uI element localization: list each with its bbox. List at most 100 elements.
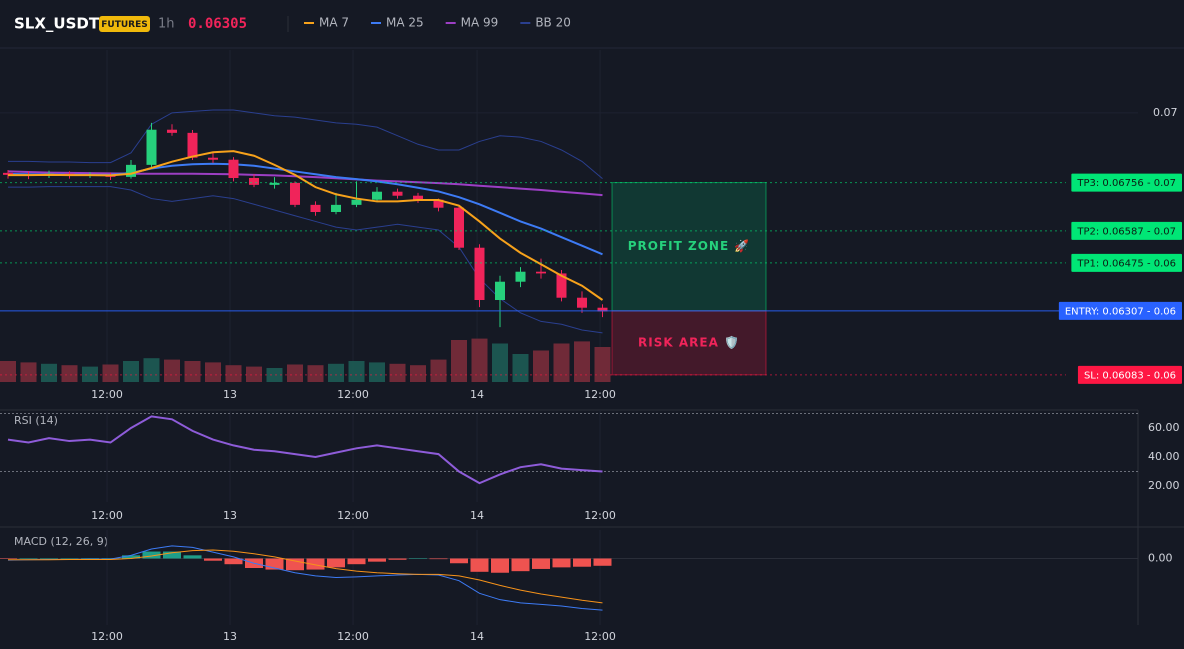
macd-histogram <box>122 555 140 559</box>
signal-line <box>8 549 603 604</box>
risk-zone <box>611 310 767 376</box>
badge: FUTURES <box>101 20 147 30</box>
profit-zone <box>611 182 767 312</box>
candle-body <box>474 247 485 300</box>
rsi-tick-label: 60.00 <box>1148 421 1180 434</box>
level-label-bg <box>1058 301 1182 320</box>
volume-bar <box>61 365 78 382</box>
macd-histogram <box>388 558 407 560</box>
ma99-line <box>7 170 603 197</box>
macd-histogram <box>409 558 427 559</box>
macd-histogram <box>101 558 120 559</box>
macd-histogram <box>327 558 345 568</box>
volume-bar <box>348 361 365 382</box>
legend-label: MA 7 <box>319 16 349 30</box>
candle-body <box>269 182 280 185</box>
macd-histogram <box>286 558 304 571</box>
candle-body <box>187 132 198 158</box>
bb-upper <box>8 109 603 179</box>
candle-body <box>290 182 300 205</box>
macd-histogram <box>347 558 366 565</box>
risk-zone-label: RISK AREA 🛡️ <box>638 335 740 349</box>
x-tick-label: 14 <box>470 388 484 401</box>
candle-body <box>146 129 157 165</box>
candle-body <box>577 297 587 308</box>
macd-title: MACD (12, 26, 9) <box>14 535 108 548</box>
x-tick-label: 12:00 <box>91 509 123 522</box>
volume-bar <box>143 358 160 382</box>
volume-bar <box>307 365 324 382</box>
volume-bar <box>205 362 221 382</box>
level-label-bg <box>1071 253 1182 272</box>
candle-body <box>413 195 423 200</box>
volume-bar <box>369 362 385 382</box>
candle-body <box>536 271 546 274</box>
volume-bar <box>184 361 201 382</box>
volume-bar <box>20 362 37 382</box>
volume-bar <box>82 366 98 382</box>
x-tick-label: 13 <box>223 509 237 522</box>
candle-body <box>556 273 567 298</box>
macd-histogram <box>0 558 17 559</box>
rsi-title: RSI (14) <box>14 414 58 427</box>
macd-histogram <box>40 558 58 559</box>
legend-label: BB 20 <box>535 16 571 30</box>
rsi-tick-label: 20.00 <box>1148 479 1180 492</box>
candle-body <box>310 204 321 212</box>
volume-bar <box>389 363 406 382</box>
volume-bar <box>246 366 262 382</box>
macd-histogram <box>265 558 284 570</box>
legend-label: MA 25 <box>386 16 424 30</box>
macd-tick-label: 0.00 <box>1148 552 1173 565</box>
volume-bar <box>594 347 611 382</box>
level-label-bg <box>1071 221 1182 240</box>
volume-bar <box>492 343 508 382</box>
last-price: 0.06305 <box>188 16 247 32</box>
x-tick-label: 13 <box>223 388 237 401</box>
candle-body <box>392 191 403 196</box>
macd-histogram <box>368 558 386 562</box>
level-label: TP1: 0.06475 - 0.06 <box>1076 258 1176 269</box>
level-label: ENTRY: 0.06307 - 0.06 <box>1065 306 1176 317</box>
x-tick-label: 14 <box>470 509 484 522</box>
candle-body <box>495 281 505 300</box>
volume-bar <box>287 364 303 382</box>
candle-body <box>351 199 362 205</box>
volume-bar <box>225 365 242 382</box>
volume-bar <box>410 365 426 382</box>
volume-bar <box>123 361 139 382</box>
x-tick-label: 13 <box>223 630 237 643</box>
macd-histogram <box>552 558 571 568</box>
x-tick-label: 12:00 <box>337 509 369 522</box>
macd-histogram <box>573 558 591 567</box>
badge-bg <box>99 16 150 32</box>
candle-body <box>433 199 444 208</box>
volume-bar <box>328 363 344 382</box>
candle-body <box>515 271 526 282</box>
macd-histogram <box>306 558 325 570</box>
candle-body <box>126 164 136 177</box>
macd-histogram <box>224 558 243 565</box>
macd-histogram <box>19 558 38 559</box>
candle-body <box>228 159 239 178</box>
candle-body <box>331 204 341 212</box>
candle-body <box>3 172 13 175</box>
y-tick-label: 0.07 <box>1153 106 1178 119</box>
level-label: TP3: 0.06756 - 0.07 <box>1076 178 1176 189</box>
level-label-bg <box>1077 365 1182 384</box>
macd-histogram <box>163 551 181 559</box>
volume-bar <box>0 361 16 382</box>
level-label: SL: 0.06083 - 0.06 <box>1084 370 1176 381</box>
level-label-bg <box>1071 173 1182 192</box>
volume-bar <box>41 363 57 382</box>
macd-histogram <box>532 558 550 569</box>
volume-bar <box>553 343 570 382</box>
macd-histogram <box>470 558 489 572</box>
macd-histogram <box>511 558 530 572</box>
candle-body <box>372 191 382 200</box>
level-label: TP2: 0.06587 - 0.07 <box>1076 226 1176 237</box>
volume-bar <box>533 350 549 382</box>
macd-histogram <box>60 558 79 559</box>
